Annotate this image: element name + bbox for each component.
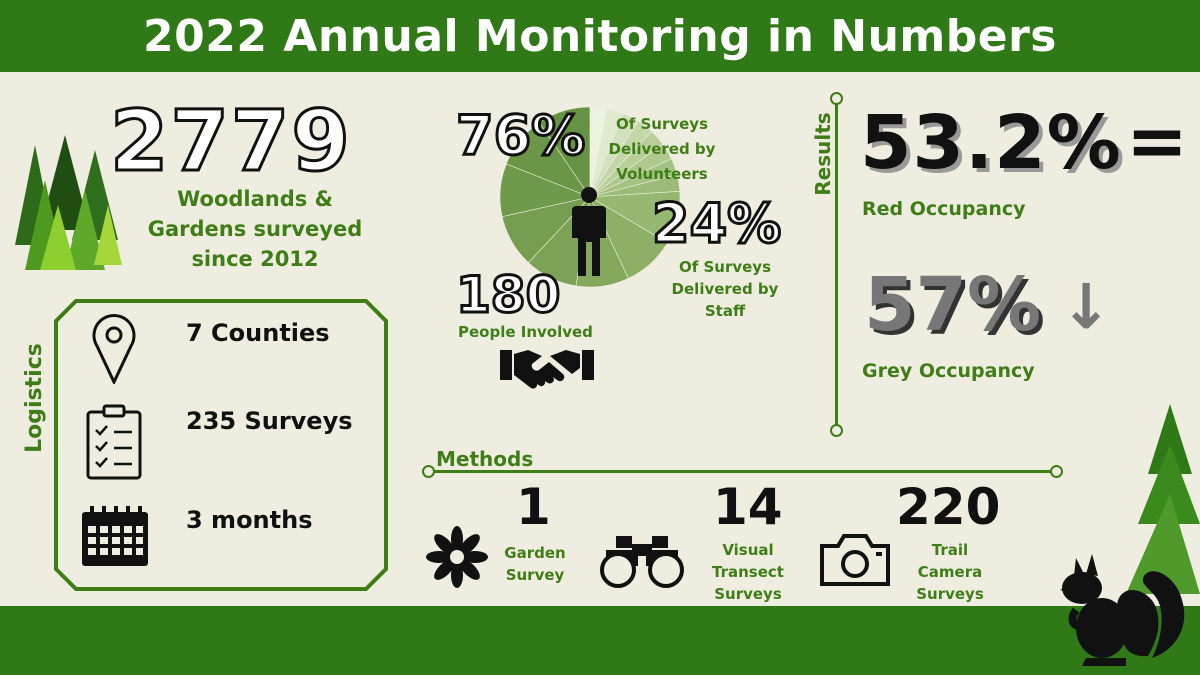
methods-divider-dot-right (1050, 465, 1063, 478)
staff-label-line3: Staff (704, 302, 746, 320)
flower-icon (426, 526, 488, 588)
staff-label-line2: Delivered by (671, 280, 779, 298)
method-transect-label-line1: Visual (722, 541, 774, 559)
surveyed-number: 2779 (109, 91, 352, 192)
logistics-surveys: 235 Surveys (186, 407, 353, 435)
methods-heading: Methods (436, 447, 534, 471)
surveyed-label-line1: Woodlands & (177, 187, 333, 211)
surveyed-label-line2: Gardens surveyed (147, 217, 363, 241)
logistics-frame (54, 299, 388, 591)
volunteers-label-line2: Delivered by (608, 140, 716, 158)
method-camera-number: 220 (896, 478, 1001, 536)
results-divider-dot-top (830, 92, 843, 105)
method-camera-label-line1: Trail (931, 541, 969, 559)
surveyed-label-line3: since 2012 (191, 247, 319, 271)
grey-occupancy-pct: 57% (864, 262, 1042, 348)
red-occupancy-symbol: = (1126, 98, 1189, 184)
method-camera-label-line2: Camera (917, 563, 983, 581)
pine-trees-icon (15, 135, 122, 270)
method-transect-label-line3: Surveys (714, 585, 782, 603)
staff-label: Of Surveys Delivered by Staff (658, 256, 792, 322)
map-pin-icon (92, 314, 136, 384)
methods-divider (432, 470, 1056, 473)
method-transect-label: Visual Transect Surveys (700, 539, 796, 605)
clipboard-checklist-icon (86, 404, 142, 480)
volunteers-label-line1: Of Surveys (615, 115, 709, 133)
results-divider-dot-bottom (830, 424, 843, 437)
volunteers-label: Of Surveys Delivered by Volunteers (596, 112, 728, 187)
red-occupancy-pct: 53.2% (860, 100, 1122, 186)
logistics-months: 3 months (186, 506, 313, 534)
binoculars-icon (600, 536, 684, 588)
staff-pct: 24% (650, 191, 782, 257)
staff-label-line1: Of Surveys (678, 258, 772, 276)
person-icon (572, 187, 606, 276)
method-camera-label: Trail Camera Surveys (898, 539, 1002, 605)
squirrel-icon (1060, 554, 1185, 666)
method-transect-label-line2: Transect (712, 563, 784, 581)
volunteers-label-line3: Volunteers (616, 165, 708, 183)
volunteers-pct: 76% (454, 103, 586, 169)
header-bar (0, 0, 1200, 72)
method-garden-label-line1: Garden (504, 544, 566, 562)
results-divider (835, 100, 838, 430)
camera-icon (820, 534, 890, 586)
calendar-icon (82, 506, 148, 566)
page-title: 2022 Annual Monitoring in Numbers (143, 11, 1057, 62)
people-number: 180 (454, 265, 561, 326)
method-garden-number: 1 (516, 478, 551, 536)
method-garden-label-line2: Survey (505, 566, 565, 584)
methods-divider-dot-left (422, 465, 435, 478)
method-camera-label-line3: Surveys (916, 585, 984, 603)
surveyed-label: Woodlands & Gardens surveyed since 2012 (120, 184, 390, 274)
red-occupancy-label: Red Occupancy (862, 198, 1026, 220)
pine-tree-icon (1126, 404, 1200, 606)
delivery-pie-chart (499, 106, 681, 288)
grey-occupancy-arrow: ↓ (1060, 270, 1112, 343)
results-heading: Results (811, 112, 835, 196)
method-garden-label: Garden Survey (494, 542, 576, 586)
grey-occupancy-label: Grey Occupancy (862, 360, 1035, 382)
logistics-counties: 7 Counties (186, 319, 330, 347)
logistics-heading: Logistics (22, 343, 47, 453)
method-transect-number: 14 (713, 478, 783, 536)
handshake-icon (500, 350, 594, 389)
people-label: People Involved (458, 323, 593, 341)
footer-bar (0, 606, 1200, 675)
pie-slice-volunteers (538, 106, 591, 198)
